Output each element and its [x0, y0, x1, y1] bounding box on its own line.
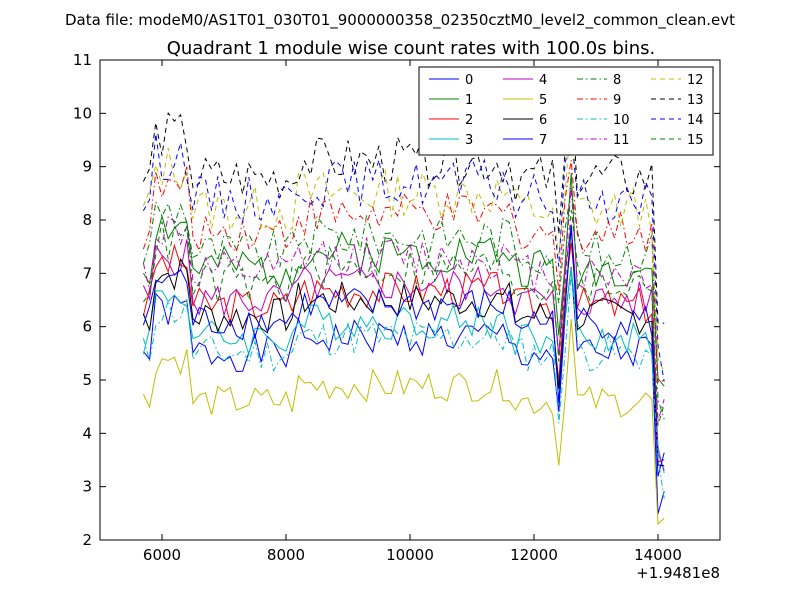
- legend-label-8: 8: [613, 73, 621, 88]
- legend-label-4: 4: [539, 73, 547, 88]
- y-tick-label: 4: [82, 424, 92, 442]
- y-tick-label: 7: [82, 264, 92, 282]
- series-line-5: [142, 319, 665, 526]
- legend-label-6: 6: [539, 113, 547, 128]
- legend-box: [418, 66, 714, 156]
- x-tick-label: 8000: [267, 546, 305, 564]
- y-tick-label: 9: [82, 158, 92, 176]
- y-tick-label: 2: [82, 531, 92, 549]
- series-line-1: [142, 173, 665, 387]
- legend-label-14: 14: [687, 113, 704, 128]
- series-line-15: [143, 210, 665, 426]
- legend-label-13: 13: [687, 93, 704, 108]
- series-line-10: [142, 274, 665, 499]
- series-line-14: [142, 133, 665, 382]
- series-line-7: [142, 225, 665, 477]
- legend-label-9: 9: [613, 93, 621, 108]
- series-line-4: [142, 224, 665, 471]
- legend-label-7: 7: [539, 133, 547, 148]
- series-line-0: [143, 267, 665, 514]
- legend-label-12: 12: [687, 73, 704, 88]
- legend-label-5: 5: [539, 93, 547, 108]
- legend-label-3: 3: [465, 133, 473, 148]
- y-tick-label: 6: [82, 318, 92, 336]
- legend-label-0: 0: [465, 73, 473, 88]
- x-tick-label: 14000: [634, 546, 682, 564]
- chart-header: Data file: modeM0/AS1T01_030T01_90000003…: [65, 11, 735, 30]
- plot-area: [142, 73, 665, 526]
- y-tick-label: 3: [82, 478, 92, 496]
- y-tick-label: 5: [82, 371, 92, 389]
- legend-label-10: 10: [613, 113, 630, 128]
- series-line-9: [142, 159, 665, 383]
- x-tick-label: 10000: [386, 546, 434, 564]
- y-tick-label: 8: [82, 211, 92, 229]
- y-tick-label: 11: [73, 51, 92, 69]
- legend-label-2: 2: [465, 113, 473, 128]
- legend-label-11: 11: [613, 133, 630, 148]
- x-tick-label: 12000: [510, 546, 558, 564]
- y-tick-label: 10: [73, 104, 92, 122]
- chart-title: Quadrant 1 module wise count rates with …: [167, 38, 656, 59]
- series-line-11: [142, 187, 665, 422]
- x-offset-label: +1.9481e8: [636, 564, 720, 582]
- legend-label-15: 15: [687, 133, 704, 148]
- legend-label-1: 1: [465, 93, 473, 108]
- series-line-12: [142, 113, 665, 372]
- x-tick-label: 6000: [143, 546, 181, 564]
